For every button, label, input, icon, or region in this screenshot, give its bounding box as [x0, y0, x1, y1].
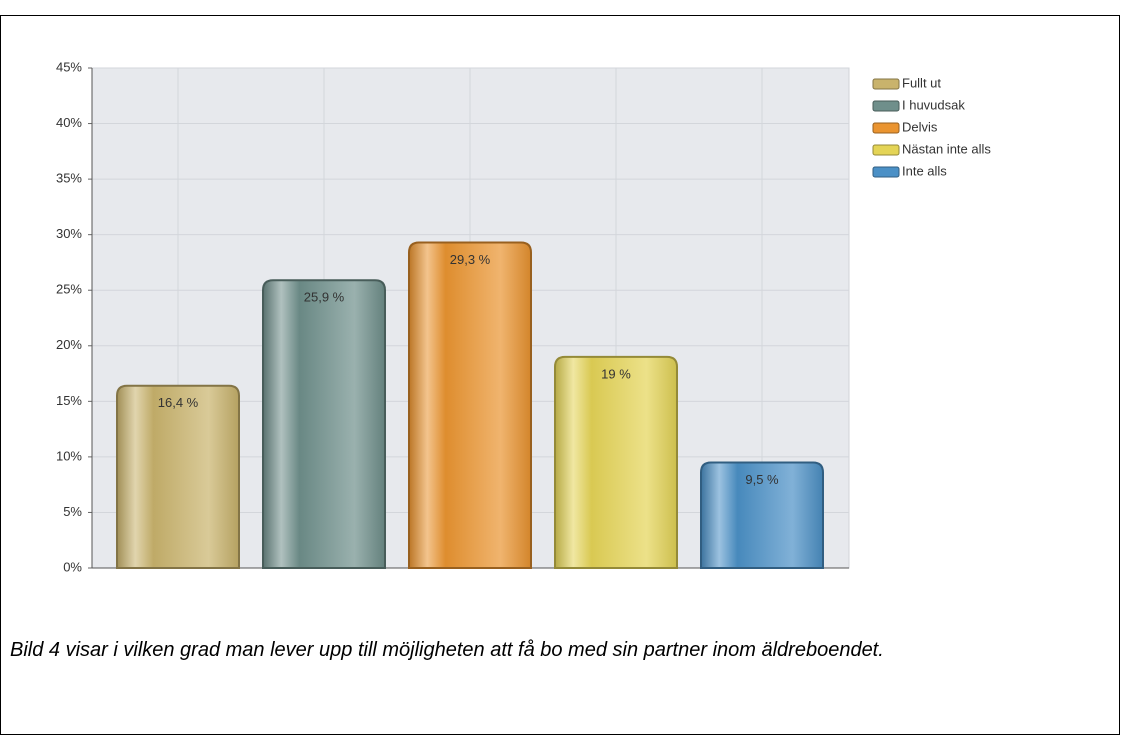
- value-label: 25,9 %: [304, 290, 345, 305]
- legend-label: Delvis: [902, 119, 938, 134]
- y-tick-label: 10%: [56, 448, 82, 463]
- legend-label: Nästan inte alls: [902, 141, 991, 156]
- y-tick-label: 25%: [56, 282, 82, 297]
- legend-swatch: [872, 144, 900, 156]
- y-tick-label: 45%: [56, 59, 82, 74]
- bar: [700, 461, 824, 569]
- y-tick-label: 5%: [63, 504, 82, 519]
- value-label: 19 %: [601, 366, 631, 381]
- legend-label: Inte alls: [902, 163, 947, 178]
- bar: [116, 384, 240, 569]
- legend-label: I huvudsak: [902, 97, 965, 112]
- y-tick-label: 40%: [56, 115, 82, 130]
- legend-swatch: [872, 78, 900, 90]
- legend-swatch: [872, 100, 900, 112]
- bar: [554, 355, 678, 569]
- y-tick-label: 15%: [56, 393, 82, 408]
- caption: Bild 4 visar i vilken grad man lever upp…: [10, 639, 884, 661]
- legend-swatch: [872, 122, 900, 134]
- y-tick-label: 0%: [63, 559, 82, 574]
- y-tick-label: 30%: [56, 226, 82, 241]
- legend-label: Fullt ut: [902, 75, 941, 90]
- bar: [408, 241, 532, 569]
- value-label: 16,4 %: [158, 395, 199, 410]
- y-tick-label: 20%: [56, 337, 82, 352]
- bar: [262, 279, 386, 569]
- legend-swatch: [872, 166, 900, 178]
- value-label: 29,3 %: [450, 252, 491, 267]
- y-tick-label: 35%: [56, 171, 82, 186]
- chart: 0% 5% 10% 15% 20% 25% 30% 35% 40% 45% 16,4 % 25,9 %…: [56, 59, 991, 574]
- value-label: 9,5 %: [745, 472, 779, 487]
